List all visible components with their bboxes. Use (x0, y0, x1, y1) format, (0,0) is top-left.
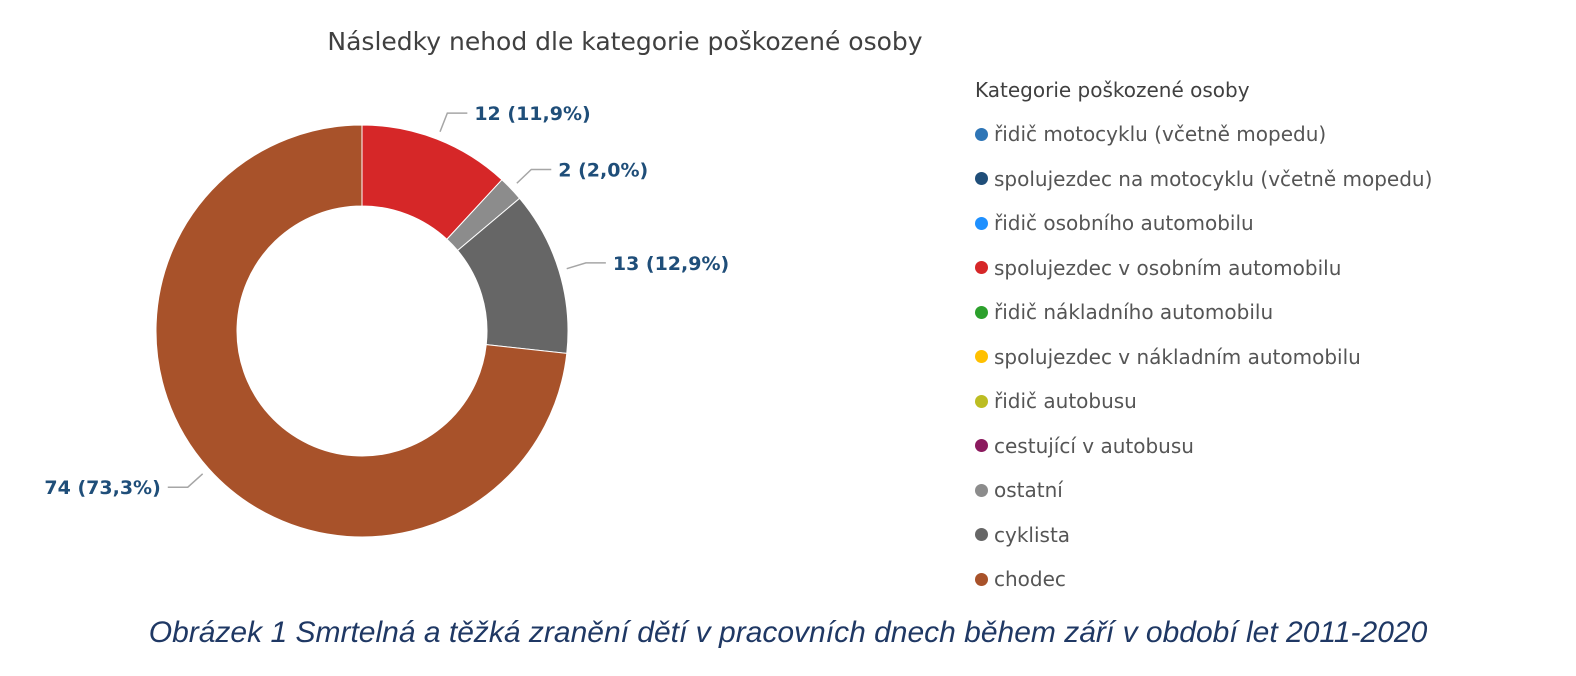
legend-marker (975, 483, 988, 497)
legend-label: řidič osobního automobilu (994, 211, 1254, 236)
legend-item[interactable]: řidič autobusu (975, 379, 1432, 424)
legend-label: spolujezdec na motocyklu (včetně mopedu) (994, 166, 1433, 191)
data-label: 12 (11,9%) (474, 103, 590, 125)
legend-label: cestující v autobusu (994, 433, 1194, 458)
legend-label: řidič nákladního automobilu (994, 300, 1274, 325)
legend-label: řidič autobusu (994, 389, 1137, 414)
legend-item[interactable]: spolujezdec na motocyklu (včetně mopedu) (975, 157, 1432, 202)
legend-marker (975, 127, 988, 141)
chart-title: Následky nehod dle kategorie poškozené o… (327, 27, 923, 56)
data-label: 2 (2,0%) (558, 159, 648, 181)
data-label-leader (566, 262, 606, 270)
legend-title: Kategorie poškozené osoby (975, 78, 1250, 102)
legend-marker (975, 216, 988, 230)
legend-item[interactable]: spolujezdec v osobním automobilu (975, 246, 1432, 291)
legend-marker (975, 528, 988, 542)
legend-label: ostatní (994, 478, 1063, 503)
legend-item[interactable]: cyklista (975, 513, 1432, 558)
legend-marker (975, 350, 988, 364)
legend-item[interactable]: spolujezdec v nákladním automobilu (975, 335, 1432, 380)
legend-marker (975, 439, 988, 453)
legend-items: řidič motocyklu (včetně mopedu) spolujezd… (975, 112, 1432, 602)
legend-item[interactable]: cestující v autobusu (975, 424, 1432, 469)
legend-item[interactable]: ostatní (975, 468, 1432, 513)
legend-label: spolujezdec v nákladním automobilu (994, 344, 1361, 369)
legend-label: chodec (994, 567, 1066, 592)
legend-item[interactable]: řidič motocyklu (včetně mopedu) (975, 112, 1432, 157)
figure-caption: Obrázek 1 Smrtelná a těžká zranění dětí … (148, 616, 1428, 649)
data-label-leader (516, 168, 552, 184)
legend-marker (975, 572, 988, 586)
legend-marker (975, 305, 988, 319)
data-label-leader (167, 473, 204, 488)
legend-marker (975, 394, 988, 408)
data-label-leader (439, 112, 468, 133)
donut-chart: 12 (11,9%) 2 (2,0%) 13 (12,9%) 74 (73,3%) (44, 103, 729, 538)
legend-label: cyklista (994, 522, 1071, 547)
legend-label: spolujezdec v osobním automobilu (994, 255, 1342, 280)
legend-marker (975, 172, 988, 186)
data-label: 13 (12,9%) (613, 253, 729, 275)
legend-marker (975, 261, 988, 275)
legend: Kategorie poškozené osoby řidič motocykl… (975, 72, 1432, 602)
legend-item[interactable]: chodec (975, 557, 1432, 602)
legend-label: řidič motocyklu (včetně mopedu) (994, 122, 1327, 147)
data-label: 74 (73,3%) (44, 477, 160, 499)
donut-slice[interactable] (155, 124, 568, 538)
legend-item[interactable]: řidič nákladního automobilu (975, 290, 1432, 335)
legend-item[interactable]: řidič osobního automobilu (975, 201, 1432, 246)
